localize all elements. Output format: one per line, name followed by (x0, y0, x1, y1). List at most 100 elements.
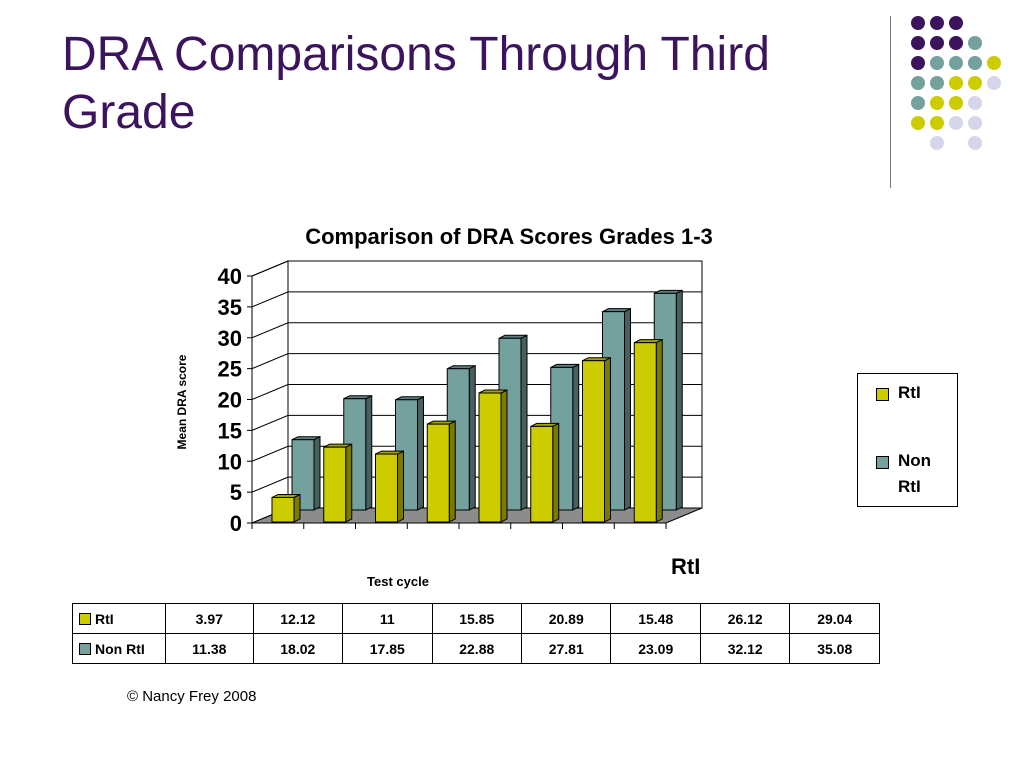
bar-non-rti-side (572, 363, 580, 511)
gridline (251, 353, 702, 370)
bar-non-rti-side (675, 289, 683, 511)
table-cell: 15.85 (431, 603, 523, 634)
bar-rti (582, 360, 605, 523)
y-tick-label: 20 (218, 388, 242, 413)
decorative-dot (930, 16, 944, 30)
y-tick-label: 0 (230, 511, 242, 536)
table-cell: 35.08 (789, 633, 880, 664)
legend-item-rti: RtI (876, 383, 946, 406)
table-row-header: Non RtI (72, 633, 166, 664)
gridline (251, 260, 702, 277)
table-row-non-rti: Non RtI 11.38 18.02 17.85 22.88 27.81 23… (72, 633, 880, 664)
decorative-dot (930, 136, 944, 150)
y-axis-label: Mean DRA score (175, 354, 189, 449)
decorative-dot (949, 116, 963, 130)
decorative-dot (949, 36, 963, 50)
bar-rti-side (552, 422, 560, 523)
table-cell: 12.12 (252, 603, 344, 634)
chart-legend: RtI Non RtI (857, 373, 958, 507)
table-cell: 11 (342, 603, 433, 634)
decorative-dot (968, 76, 982, 90)
decorative-dot (949, 96, 963, 110)
table-row-header: RtI (72, 603, 166, 634)
legend-item-non-rti: Non RtI (876, 451, 946, 500)
table-cell: 27.81 (520, 633, 612, 664)
table-row-label: RtI (95, 610, 114, 627)
bar-rti-side (500, 389, 508, 523)
x-axis-label: Test cycle (367, 574, 429, 589)
bar-non-rti-side (468, 364, 476, 511)
table-cell: 18.02 (252, 633, 344, 664)
decorative-dot (911, 36, 925, 50)
bar-rti (633, 342, 657, 523)
table-cell: 26.12 (699, 603, 791, 634)
y-tick-label: 25 (218, 357, 242, 382)
bar-chart: Comparison of DRA Scores Grades 1-3 0 5 10 1… (175, 224, 713, 589)
bar-rti (271, 496, 295, 523)
decorative-dot (987, 56, 1001, 70)
bar-rti (426, 423, 450, 523)
decorative-dot (911, 116, 925, 130)
table-cell: 29.04 (789, 603, 880, 634)
divider-line (890, 16, 891, 188)
bar-rti-side (604, 356, 611, 523)
y-tick-label: 10 (218, 449, 242, 474)
y-tick-label: 15 (218, 418, 242, 443)
bar-rti-side (345, 443, 353, 523)
bar-rti (375, 453, 398, 523)
bar-rti-side (397, 450, 404, 523)
bar-rti (323, 446, 347, 523)
decorative-dot (949, 76, 963, 90)
decorative-dot (949, 56, 963, 70)
decorative-dot (968, 36, 982, 50)
legend-label-non-rti: Non RtI (898, 451, 932, 496)
bar-non-rti-side (365, 394, 373, 511)
copyright-text: © Nancy Frey 2008 (127, 688, 257, 705)
bar-rti-side (655, 338, 663, 523)
bar-rti (478, 392, 502, 523)
table-row-label: Non RtI (95, 640, 145, 657)
bar-non-rti-side (417, 395, 424, 511)
y-tick-label: 35 (218, 295, 242, 320)
table-cell: 17.85 (342, 633, 433, 664)
table-row-rti: RtI 3.97 12.12 11 15.85 20.89 15.48 26.1… (72, 603, 880, 634)
table-cell: 15.48 (610, 603, 701, 634)
y-tick-label: 5 (230, 480, 242, 505)
bar-rti (530, 425, 554, 523)
bar-non-rti-side (313, 435, 321, 511)
table-cell: 32.12 (699, 633, 791, 664)
table-cell: 20.89 (520, 603, 612, 634)
decorative-dot (968, 116, 982, 130)
bar-rti-side (293, 493, 301, 523)
y-tick-label: 30 (218, 326, 242, 351)
table-cell: 11.38 (165, 633, 254, 664)
decorative-dot (968, 96, 982, 110)
decorative-dot (930, 56, 944, 70)
table-cell: 22.88 (431, 633, 523, 664)
chart-title: Comparison of DRA Scores Grades 1-3 (305, 224, 713, 249)
y-tick-label: 40 (218, 264, 242, 289)
decorative-dot (930, 36, 944, 50)
decorative-dot (911, 96, 925, 110)
bar-rti-side (448, 420, 456, 523)
decorative-dot (930, 96, 944, 110)
legend-label-rti: RtI (898, 383, 921, 402)
gridline (251, 291, 702, 308)
decorative-dot (968, 56, 982, 70)
decorative-dot (911, 16, 925, 30)
decorative-dot (911, 56, 925, 70)
legend-swatch-rti (876, 388, 889, 401)
decorative-dot-grid (911, 16, 1001, 150)
decorative-dot (930, 116, 944, 130)
decorative-dot (968, 136, 982, 150)
data-table: RtI 3.97 12.12 11 15.85 20.89 15.48 26.1… (72, 603, 880, 664)
table-cell: 23.09 (610, 633, 701, 664)
legend-swatch-non-rti (876, 456, 889, 469)
bar-non-rti-side (520, 334, 528, 511)
bar-non-rti-side (624, 307, 631, 511)
table-swatch-rti (79, 612, 91, 625)
decorative-dot (949, 16, 963, 30)
table-swatch-non-rti (79, 642, 91, 655)
bar-non-rti (291, 439, 315, 511)
gridline (251, 322, 702, 339)
